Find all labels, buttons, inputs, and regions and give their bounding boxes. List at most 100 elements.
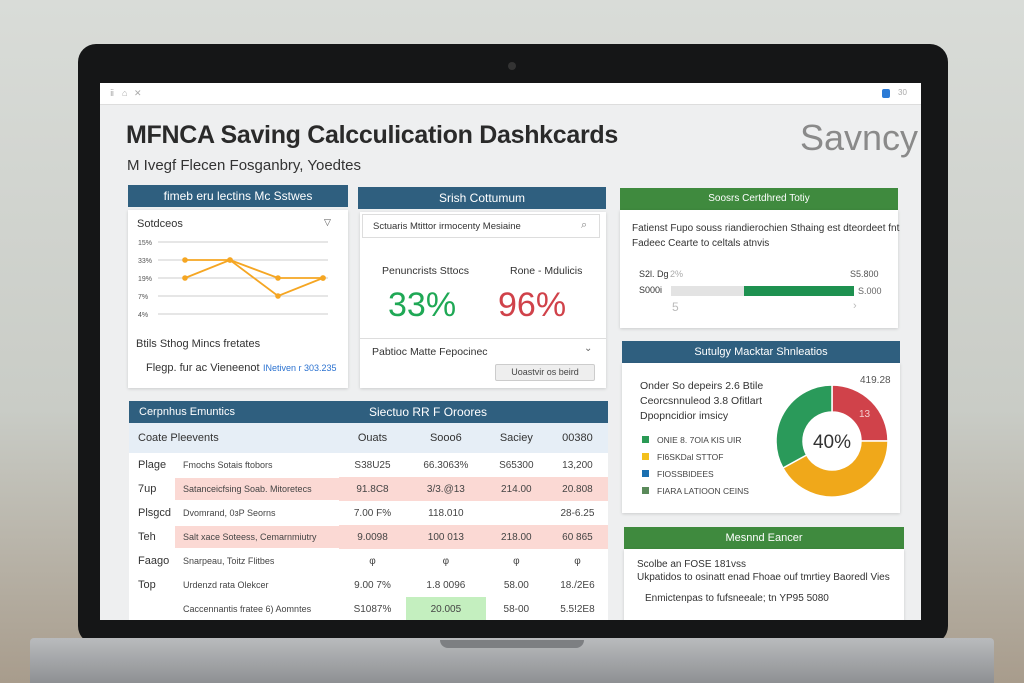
table-cell: 20.808	[546, 477, 608, 501]
notes-panel: Scolbe an FOSE 181vss Ukpatidos to osina…	[624, 549, 904, 620]
legend-swatch	[642, 470, 649, 477]
series-line	[184, 259, 323, 279]
search-input[interactable]: Sctuaris Mtittor irmocenty Mesiaine ⌕	[362, 214, 600, 238]
column-header[interactable]: Saciey	[499, 432, 533, 444]
table-cell: S38U25	[354, 459, 391, 471]
webcam	[508, 62, 516, 70]
progress-text-2: Fadeec Cearte to celtals atnvis	[632, 238, 770, 249]
x-tick-label: 38	[190, 328, 198, 330]
row-name: Urdenzd rata Olekcer	[183, 580, 269, 590]
table-cell: φ	[369, 555, 376, 567]
screen: ⅱ ⌂ ✕ 30 MFNCA Saving Calcculication Das…	[100, 83, 921, 620]
column-header[interactable]: Sooo6	[429, 432, 462, 444]
page-title: MFNCA Saving Calcculication Dashkcards	[126, 121, 618, 149]
data-point	[227, 257, 233, 263]
notes-text-3: Enmictenpas to fufsneeale; tn YP95 5080	[645, 593, 829, 604]
row-side-label: Faago	[138, 555, 170, 567]
legend-label: FIARA LATIOON CEINS	[657, 486, 749, 496]
donut-slice	[775, 384, 833, 469]
data-point	[275, 275, 281, 281]
x-tick-label: 65	[238, 328, 246, 330]
row2-label: S000i	[639, 285, 663, 295]
notes-text-2: Ukpatidos to osinatt enad Fhoae ouf tmrt…	[637, 572, 890, 583]
row-side-label: Plage	[138, 459, 167, 471]
metric2-label: Rone - Mdulicis	[510, 265, 583, 277]
donut-top-value: 419.28	[860, 375, 891, 386]
table-row[interactable]: Faago Snarpeau, Toitz Flitbes φ φ φ φ	[129, 549, 608, 573]
action-button[interactable]: Uoastvir os beird	[495, 364, 595, 381]
donut-legend: ONIE 8. 7OIA KIS UIR FI6SKDal STTOF FIOSSB…	[642, 435, 749, 503]
donut-text-1: Onder So depeirs 2.6 Btile	[640, 380, 764, 392]
trend-footer-link[interactable]: INetiven r 303.235	[263, 363, 337, 373]
trend-panel: Sotdceos ▽ 15% 33% 19% 7% 4% S4 25 38 85 65 10 W0 R8…	[128, 210, 348, 388]
table-cell: 60 865	[546, 525, 608, 549]
search-input-value: Sctuaris Mtittor irmocenty Mesiaine	[373, 221, 521, 232]
table-row[interactable]: Plage Fmochs Sotais ftobors S38U25 66.3063%…	[129, 453, 608, 477]
table-title: Cerpnhus Emuntics	[139, 406, 235, 418]
row1-pct: 2%	[670, 269, 684, 279]
table-row[interactable]: Plsgcd Dvomrand, 0ɜP Seorns 7.00 F% 118.010…	[129, 501, 608, 525]
y-tick-label: 15%	[138, 240, 152, 247]
table-cell: 9.0098	[339, 525, 406, 549]
data-point	[275, 293, 281, 299]
select-label[interactable]: Pabtioc Matte Fepocinec	[372, 346, 488, 358]
search-icon[interactable]: ⌕	[581, 219, 588, 231]
row-name: Fmochs Sotais ftobors	[183, 460, 273, 470]
y-tick-label: 33%	[138, 258, 152, 265]
legend-label: FIOSSBIDEES	[657, 469, 714, 479]
donut-slice	[781, 440, 889, 498]
data-point	[182, 275, 188, 281]
row1-label: S2l. Dg	[639, 269, 669, 279]
row-side-label: Plsgcd	[138, 507, 172, 519]
table-cell: 100 013	[405, 525, 486, 549]
legend-item: FI6SKDal STTOF	[642, 452, 749, 469]
table-cell: 58-00	[503, 603, 530, 615]
table-cell: 13,200	[562, 459, 593, 471]
divider	[360, 338, 606, 339]
table-cell: φ	[442, 555, 450, 567]
table-cell: 5.5!2E8	[560, 603, 595, 615]
table-cell: 9.00 7%	[354, 579, 391, 591]
left-marker: 5	[672, 300, 679, 314]
legend-item: FIARA LATIOON CEINS	[642, 486, 749, 503]
data-point	[320, 275, 326, 281]
x-tick-label: 25	[166, 328, 174, 330]
x-tick-label: 10	[262, 328, 270, 330]
donut-center-label: 40%	[813, 432, 851, 453]
close-icon[interactable]: ✕	[134, 88, 142, 98]
table-row[interactable]: Top Urdenzd rata Olekcer 9.00 7% 1.8 0096 58…	[129, 573, 608, 597]
column-header[interactable]: Coate Pleevents	[138, 432, 219, 444]
line-chart: 15% 33% 19% 7% 4% S4 25 38 85 65 10 W0 R8	[138, 240, 328, 330]
trend-dropdown[interactable]: Sotdceos	[137, 218, 183, 230]
row-side-label: Top	[138, 579, 156, 591]
table-cell: 7.00 F%	[353, 507, 392, 519]
table-cell: 18./2E6	[560, 579, 595, 591]
donut-panel-header: Sutulgy Macktar Shnleatios	[622, 341, 900, 363]
y-tick-label: 4%	[138, 312, 148, 319]
column-header[interactable]: 00380	[562, 432, 593, 444]
row-name: Satanceicfsing Soab. Mitoretecs	[175, 478, 339, 500]
table-cell	[486, 501, 547, 525]
column-header[interactable]: Ouats	[357, 432, 388, 444]
chevron-down-icon[interactable]: ⌄	[584, 343, 593, 354]
legend-swatch	[642, 436, 649, 443]
table-header-bar: Cerpnhus Emuntics Siectuo RR F Oroores	[129, 401, 608, 423]
chevron-right-icon[interactable]: ›	[853, 300, 857, 312]
window-control[interactable]: ⅱ	[110, 88, 115, 98]
table-row[interactable]: Caccennantis fratee 6) Aomntes S1087% 20.0…	[129, 597, 608, 620]
window-control[interactable]: ⌂	[122, 88, 128, 98]
browser-bar: ⅱ ⌂ ✕ 30	[100, 83, 921, 105]
table-cell: S1087%	[353, 603, 392, 615]
series-line	[185, 259, 324, 298]
legend-swatch	[642, 453, 649, 460]
table-row[interactable]: Teh Salt xace Soteess, Cemarnmiutry 9.0098…	[129, 525, 608, 549]
extension-icon[interactable]	[882, 89, 890, 98]
row-name: Snarpeau, Toitz Flitbes	[183, 556, 275, 566]
table-cell: 28-6.25	[560, 507, 595, 519]
extension-label: 30	[898, 88, 907, 97]
table-cell: φ	[574, 555, 581, 567]
search-panel-header: Srish Cottumum	[358, 187, 606, 209]
table-row[interactable]: 7up Satanceicfsing Soab. Mitoretecs 91.8C8…	[129, 477, 608, 501]
chevron-down-icon[interactable]: ▽	[324, 217, 331, 227]
laptop-notch	[440, 640, 584, 648]
